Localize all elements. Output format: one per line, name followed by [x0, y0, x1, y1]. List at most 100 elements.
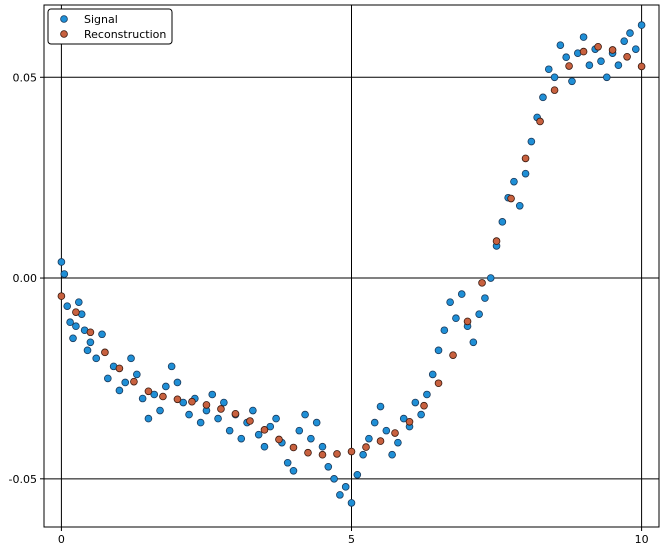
reconstruction-point: [333, 450, 341, 458]
signal-point: [324, 462, 333, 471]
signal-point: [150, 390, 159, 399]
reconstruction-point: [565, 62, 573, 70]
signal-point: [301, 410, 309, 419]
signal-point: [527, 137, 536, 146]
reconstruction-point: [391, 429, 399, 437]
signal-point: [272, 414, 280, 423]
signal-point: [266, 422, 275, 431]
signal-point: [115, 386, 124, 395]
signal-point: [289, 466, 298, 475]
series-reconstruction: [57, 42, 646, 459]
reconstruction-point: [405, 417, 414, 426]
reconstruction-point: [376, 437, 385, 445]
signal-point: [597, 57, 605, 66]
signal-point: [457, 290, 466, 298]
legend-label-signal: Signal: [84, 13, 118, 26]
reconstruction-point: [86, 328, 95, 337]
reconstruction-point: [173, 395, 182, 404]
signal-point: [104, 374, 112, 383]
signal-point: [86, 338, 95, 347]
signal-point: [185, 410, 193, 419]
signal-point: [83, 346, 92, 355]
legend: Signal Reconstruction: [47, 8, 173, 45]
legend-marker-reconstruction: [60, 30, 68, 38]
signal-point: [330, 475, 338, 483]
reconstruction-point: [420, 401, 428, 410]
signal-point: [69, 334, 77, 343]
reconstruction-point: [637, 62, 646, 71]
reconstruction-point: [130, 377, 138, 386]
reconstruction-point: [318, 450, 327, 459]
signal-point: [539, 93, 547, 102]
signal-point: [167, 362, 176, 371]
reconstruction-point: [434, 379, 443, 388]
signal-point: [75, 298, 83, 306]
signal-point: [399, 414, 408, 423]
signal-point: [452, 314, 460, 323]
signal-point: [631, 45, 640, 53]
signal-point: [347, 499, 356, 507]
reconstruction-point: [260, 426, 269, 434]
signal-point: [475, 310, 483, 318]
x-tick-label: 10: [635, 533, 649, 546]
reconstruction-point: [463, 317, 472, 326]
signal-point: [376, 402, 385, 411]
signal-point: [196, 418, 205, 427]
reconstruction-point: [304, 448, 312, 457]
x-tick-label: 5: [348, 533, 355, 546]
reconstruction-point: [579, 47, 588, 56]
reconstruction-point: [347, 447, 356, 456]
signal-point: [295, 426, 304, 435]
signal-point: [138, 394, 147, 403]
signal-point: [370, 418, 379, 427]
signal-point: [417, 410, 425, 419]
reconstruction-point: [57, 292, 66, 300]
reconstruction-point: [275, 435, 283, 444]
signal-point: [156, 406, 164, 415]
signal-point: [312, 418, 321, 427]
reconstruction-point: [202, 401, 211, 409]
reconstruction-point: [478, 279, 486, 287]
y-tick-label: 0.00: [13, 272, 38, 285]
signal-point: [515, 201, 524, 210]
legend-box: [47, 8, 173, 45]
signal-point: [626, 29, 634, 37]
signal-point: [544, 65, 553, 74]
y-tick-label: -0.05: [9, 473, 37, 486]
signal-point: [66, 318, 74, 327]
signal-point: [237, 434, 246, 443]
reconstruction-point: [159, 392, 167, 401]
reconstruction-point: [550, 86, 559, 94]
reconstruction-point: [289, 443, 298, 452]
signal-point: [556, 41, 565, 49]
signal-point: [225, 426, 234, 435]
signal-point: [382, 426, 391, 435]
signal-point: [162, 382, 170, 391]
reconstruction-point: [72, 308, 80, 316]
reconstruction-point: [492, 237, 501, 245]
signal-point: [550, 73, 559, 82]
signal-point: [620, 37, 628, 45]
signal-point: [568, 77, 576, 86]
signal-point: [318, 442, 327, 451]
axis-ticks: 0 5 10 -0.05 0.00 0.05: [9, 71, 649, 546]
signal-point: [98, 330, 106, 339]
signal-point: [173, 378, 182, 387]
signal-point: [133, 370, 141, 379]
signal-point: [388, 450, 396, 459]
signal-point: [446, 298, 454, 306]
x-tick-label: 0: [58, 533, 65, 546]
signal-point: [121, 378, 130, 387]
signal-point: [220, 398, 228, 407]
reconstruction-point: [362, 443, 370, 451]
signal-point: [423, 390, 431, 399]
signal-point: [127, 354, 135, 363]
reconstruction-point: [115, 364, 124, 373]
signal-point: [486, 274, 495, 282]
signal-point: [411, 398, 420, 407]
signal-point: [353, 470, 362, 479]
signal-point: [179, 398, 188, 407]
signal-point: [283, 458, 292, 467]
signal-point: [307, 434, 315, 443]
